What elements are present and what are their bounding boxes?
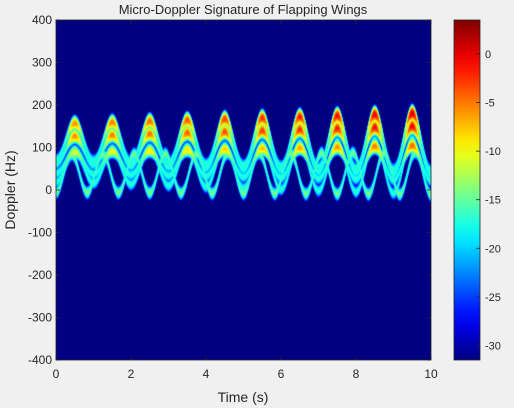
x-tick-label: 6: [278, 367, 285, 381]
y-tick-label: 0: [45, 183, 52, 197]
y-tick-label: -300: [28, 311, 52, 325]
colorbar: 0 -5 -10 -15 -20 -25 -30: [453, 19, 501, 361]
colorbar-tick-label: -30: [485, 340, 501, 352]
spectrogram-image: [56, 20, 431, 360]
x-tick-label: 8: [353, 367, 360, 381]
colorbar-tick-label: -20: [485, 243, 501, 255]
plot-area: [55, 19, 432, 361]
colorbar-tick-label: -15: [485, 195, 501, 207]
colorbar-tick-label: 0: [485, 49, 491, 61]
y-tick-label: -400: [28, 353, 52, 367]
x-axis-ticks: 0 2 4 6 8 10: [53, 20, 438, 381]
y-tick-label: 100: [32, 141, 52, 155]
x-tick-label: 0: [53, 367, 60, 381]
colorbar-tick-label: -10: [485, 146, 501, 158]
colorbar-tick-label: -25: [485, 292, 501, 304]
colorbar-tick-label: -5: [485, 98, 495, 110]
y-tick-label: -200: [28, 268, 52, 282]
y-axis-ticks: -400 -300 -200 -100 0 100 200 300 400: [28, 13, 431, 367]
y-tick-label: -100: [28, 226, 52, 240]
x-tick-label: 10: [424, 367, 438, 381]
colorbar-gradient: [453, 19, 481, 361]
y-axis-label: Doppler (Hz): [2, 150, 18, 229]
y-tick-label: 400: [32, 13, 52, 27]
y-tick-label: 300: [32, 56, 52, 70]
y-tick-label: 200: [32, 98, 52, 112]
x-tick-label: 2: [128, 367, 135, 381]
chart-title: Micro-Doppler Signature of Flapping Wing…: [119, 2, 368, 17]
x-axis-label: Time (s): [218, 389, 269, 405]
x-tick-label: 4: [203, 367, 210, 381]
colorbar-ticks: 0 -5 -10 -15 -20 -25 -30: [476, 49, 501, 352]
